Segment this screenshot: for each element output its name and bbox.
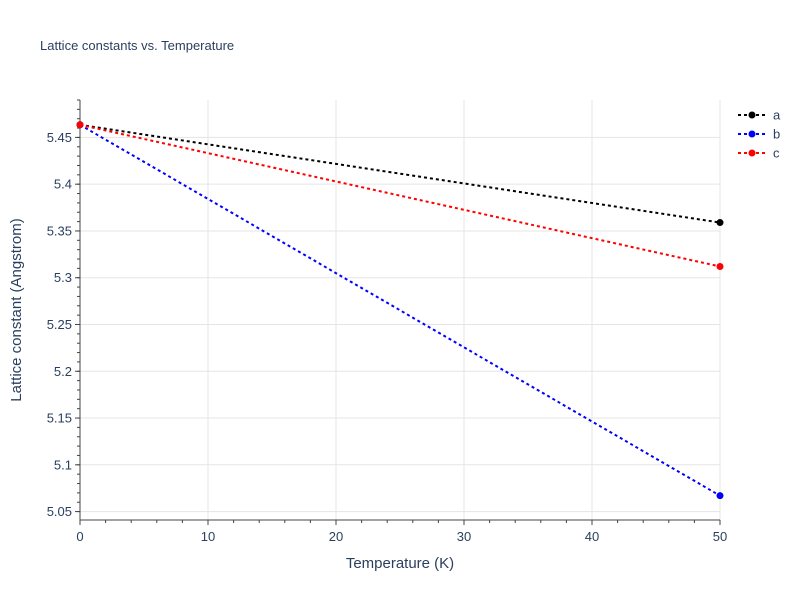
x-tick-label: 20 xyxy=(329,529,343,544)
axes xyxy=(75,99,721,525)
y-tick-label: 5.15 xyxy=(47,411,72,426)
legend-label: a xyxy=(773,108,781,123)
y-tick-label: 5.05 xyxy=(47,504,72,519)
x-tick-label: 50 xyxy=(713,529,727,544)
y-tick-label: 5.35 xyxy=(47,223,72,238)
legend-item-b[interactable]: b xyxy=(738,127,780,142)
data-point-c[interactable] xyxy=(716,263,724,271)
gridlines xyxy=(80,100,721,520)
legend-swatch-marker xyxy=(748,130,756,138)
series-line-c xyxy=(79,123,721,268)
chart-title: Lattice constants vs. Temperature xyxy=(40,38,234,53)
legend-label: c xyxy=(773,146,780,161)
legend-item-c[interactable]: c xyxy=(738,146,780,161)
tick-labels: 0 10 20 30 40 505.055.15.155.25.255.35.355.45… xyxy=(47,130,728,544)
data-point-a[interactable] xyxy=(716,219,724,227)
x-tick-label: 0 xyxy=(76,529,83,544)
x-tick-label: 30 xyxy=(457,529,471,544)
y-tick-label: 5.1 xyxy=(54,457,72,472)
y-tick-label: 5.45 xyxy=(47,130,72,145)
legend-label: b xyxy=(773,127,780,142)
y-tick-label: 5.25 xyxy=(47,317,72,332)
legend-swatch-marker xyxy=(748,149,756,157)
data-point-c[interactable] xyxy=(76,121,84,129)
series-layer xyxy=(76,121,724,500)
x-axis-title: Temperature (K) xyxy=(346,555,454,572)
legend-item-a[interactable]: a xyxy=(738,108,781,123)
y-tick-label: 5.4 xyxy=(54,177,72,192)
y-axis-title: Lattice constant (Angstrom) xyxy=(8,218,25,401)
legend-swatch-marker xyxy=(748,111,756,119)
y-tick-label: 5.2 xyxy=(54,364,72,379)
x-tick-label: 40 xyxy=(585,529,599,544)
data-point-b[interactable] xyxy=(716,492,724,500)
legend[interactable]: abc xyxy=(738,108,781,161)
y-tick-label: 5.3 xyxy=(54,270,72,285)
x-tick-label: 10 xyxy=(201,529,215,544)
series-c xyxy=(76,121,724,271)
